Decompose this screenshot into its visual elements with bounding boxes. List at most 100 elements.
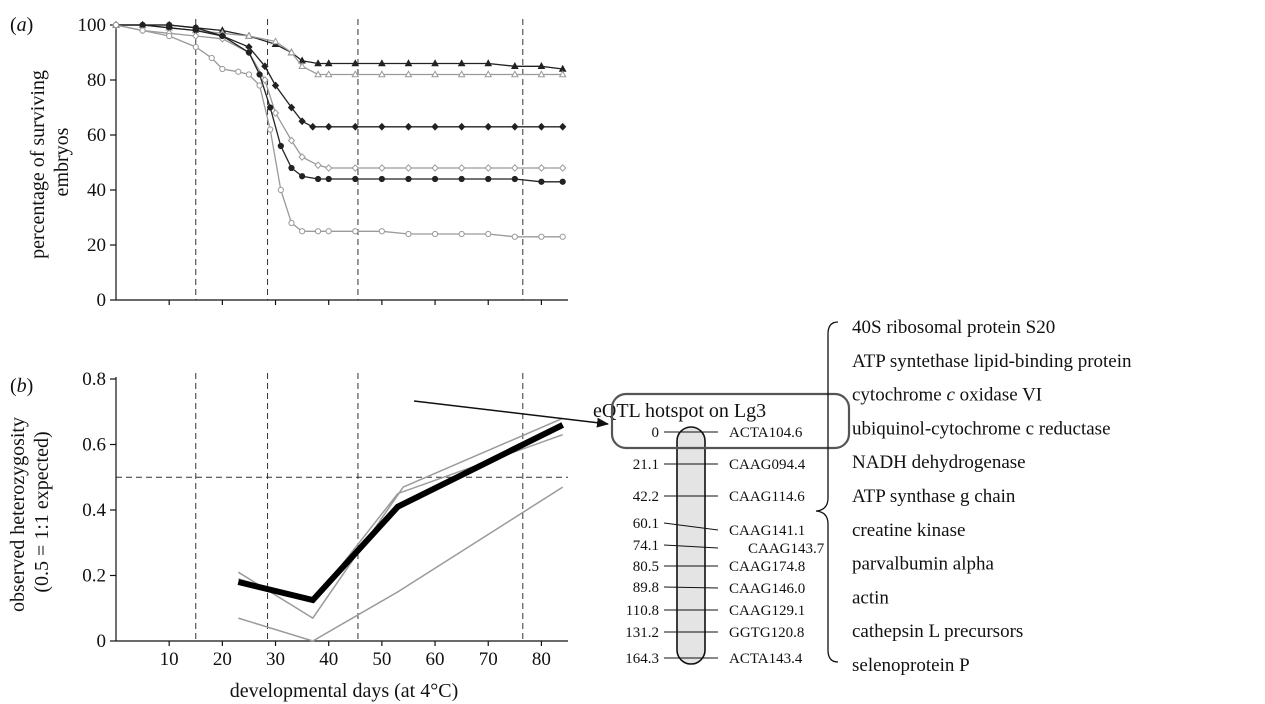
- data-point: [538, 178, 545, 185]
- y-tick-label: 40: [87, 180, 106, 201]
- survival-series-markers: [112, 21, 566, 185]
- data-point: [431, 70, 439, 78]
- x-tick-label: 40: [319, 649, 338, 670]
- data-point: [511, 122, 519, 131]
- panel-a-label: (a): [10, 14, 33, 36]
- data-point: [431, 122, 439, 131]
- eqtl-title: eQTL hotspot on Lg3: [593, 400, 766, 422]
- data-point: [537, 70, 546, 78]
- data-point: [484, 59, 493, 67]
- data-point: [245, 49, 253, 56]
- data-point: [299, 173, 306, 180]
- data-point: [485, 230, 492, 238]
- data-point: [352, 228, 359, 235]
- data-point: [351, 59, 360, 67]
- data-point: [325, 164, 333, 172]
- marker-name-label: CAAG114.6: [729, 489, 805, 505]
- data-point: [267, 126, 274, 133]
- data-point: [192, 24, 199, 31]
- marker-position-label: 21.1: [633, 457, 659, 473]
- data-point: [219, 32, 226, 40]
- data-point: [510, 70, 519, 78]
- data-point: [271, 109, 280, 117]
- data-point: [166, 32, 173, 40]
- data-point: [245, 31, 253, 39]
- y-tick-label: 80: [87, 70, 106, 91]
- data-point: [404, 70, 413, 78]
- gene-list-item: 40S ribosomal protein S20: [852, 317, 1055, 338]
- panel-b-x-axis-label: developmental days (at 4°C): [230, 680, 459, 702]
- data-point: [431, 230, 439, 238]
- marker-name-label: ACTA104.6: [729, 425, 803, 441]
- data-point: [404, 122, 413, 131]
- data-point: [298, 62, 306, 69]
- gene-list-item: creatine kinase: [852, 520, 965, 541]
- y-tick-label: 0.6: [82, 435, 106, 456]
- data-point: [314, 161, 322, 170]
- data-point: [404, 164, 413, 172]
- gene-list-item: cathepsin L precursors: [852, 621, 1023, 642]
- y-tick-label: 20: [87, 235, 106, 256]
- data-point: [314, 59, 322, 67]
- panel-b-label: (b): [10, 375, 33, 397]
- data-point: [457, 122, 466, 131]
- data-point: [139, 27, 146, 34]
- data-point: [511, 233, 518, 240]
- data-point: [287, 103, 296, 112]
- marker-name-label: CAAG174.8: [729, 559, 805, 575]
- panel-b-heterozygosity-chart: (b) observed heterozygosity (0.5 = 1:1 e…: [7, 369, 568, 702]
- gene-list-item: actin: [852, 587, 889, 608]
- survival-series-markers: [112, 21, 567, 131]
- data-point: [458, 175, 465, 183]
- y-tick-label: 0: [97, 290, 107, 311]
- heterozygosity-mean-line: [237, 422, 565, 604]
- data-point: [431, 164, 439, 172]
- data-point: [324, 70, 333, 78]
- panel-a-survival-chart: (a) percentage of surviving embryos 0 20 4…: [10, 14, 568, 311]
- data-point: [192, 32, 200, 40]
- data-point: [271, 81, 280, 90]
- marker-name-label: CAAG094.4: [729, 457, 806, 473]
- marker-position-label: 110.8: [626, 603, 659, 619]
- survival-series-line: [115, 24, 563, 238]
- gene-list-brace: [815, 321, 839, 663]
- data-point: [298, 153, 306, 161]
- x-tick-label: 10: [160, 649, 179, 670]
- marker-position-label: 74.1: [633, 538, 659, 554]
- marker-position-label: 89.8: [633, 580, 659, 596]
- marker-position-label: 131.2: [625, 625, 659, 641]
- data-point: [404, 59, 413, 67]
- data-point: [431, 175, 439, 183]
- data-point: [558, 122, 567, 131]
- gene-list-item: selenoprotein P: [852, 655, 970, 676]
- data-point: [314, 228, 322, 235]
- data-point: [287, 48, 296, 56]
- data-point: [537, 164, 546, 172]
- heterozygosity-family-line: [238, 486, 564, 642]
- y-tick-label: 0: [97, 631, 107, 652]
- data-point: [298, 117, 306, 126]
- data-point: [511, 164, 519, 172]
- data-point: [288, 219, 295, 227]
- data-point: [559, 233, 566, 240]
- data-point: [511, 175, 518, 183]
- gene-list-item: parvalbumin alpha: [852, 554, 994, 575]
- x-tick-label: 70: [479, 649, 498, 670]
- panel-b-y-axis-label: observed heterozygosity (0.5 = 1:1 expec…: [7, 412, 53, 612]
- x-tick-label: 20: [213, 649, 232, 670]
- data-point: [484, 164, 492, 172]
- data-point: [558, 164, 567, 172]
- data-point: [277, 142, 284, 150]
- gene-list-item: cytochrome c oxidase VI: [852, 385, 1042, 406]
- gene-list: 40S ribosomal protein S20 ATP syntethase …: [852, 317, 1132, 676]
- survival-series-line: [116, 24, 563, 183]
- marker-name-label: GGTG120.8: [729, 625, 804, 641]
- survival-series-line: [116, 24, 563, 70]
- data-point: [208, 54, 215, 62]
- data-point: [256, 71, 263, 78]
- x-tick-label: 50: [372, 649, 391, 670]
- data-point: [458, 230, 465, 238]
- data-point: [537, 122, 546, 131]
- data-point: [378, 122, 386, 131]
- eqtl-linkage-map: eQTL hotspot on Lg3 0 ACTA104.6 21.1 CAAG09…: [593, 392, 851, 667]
